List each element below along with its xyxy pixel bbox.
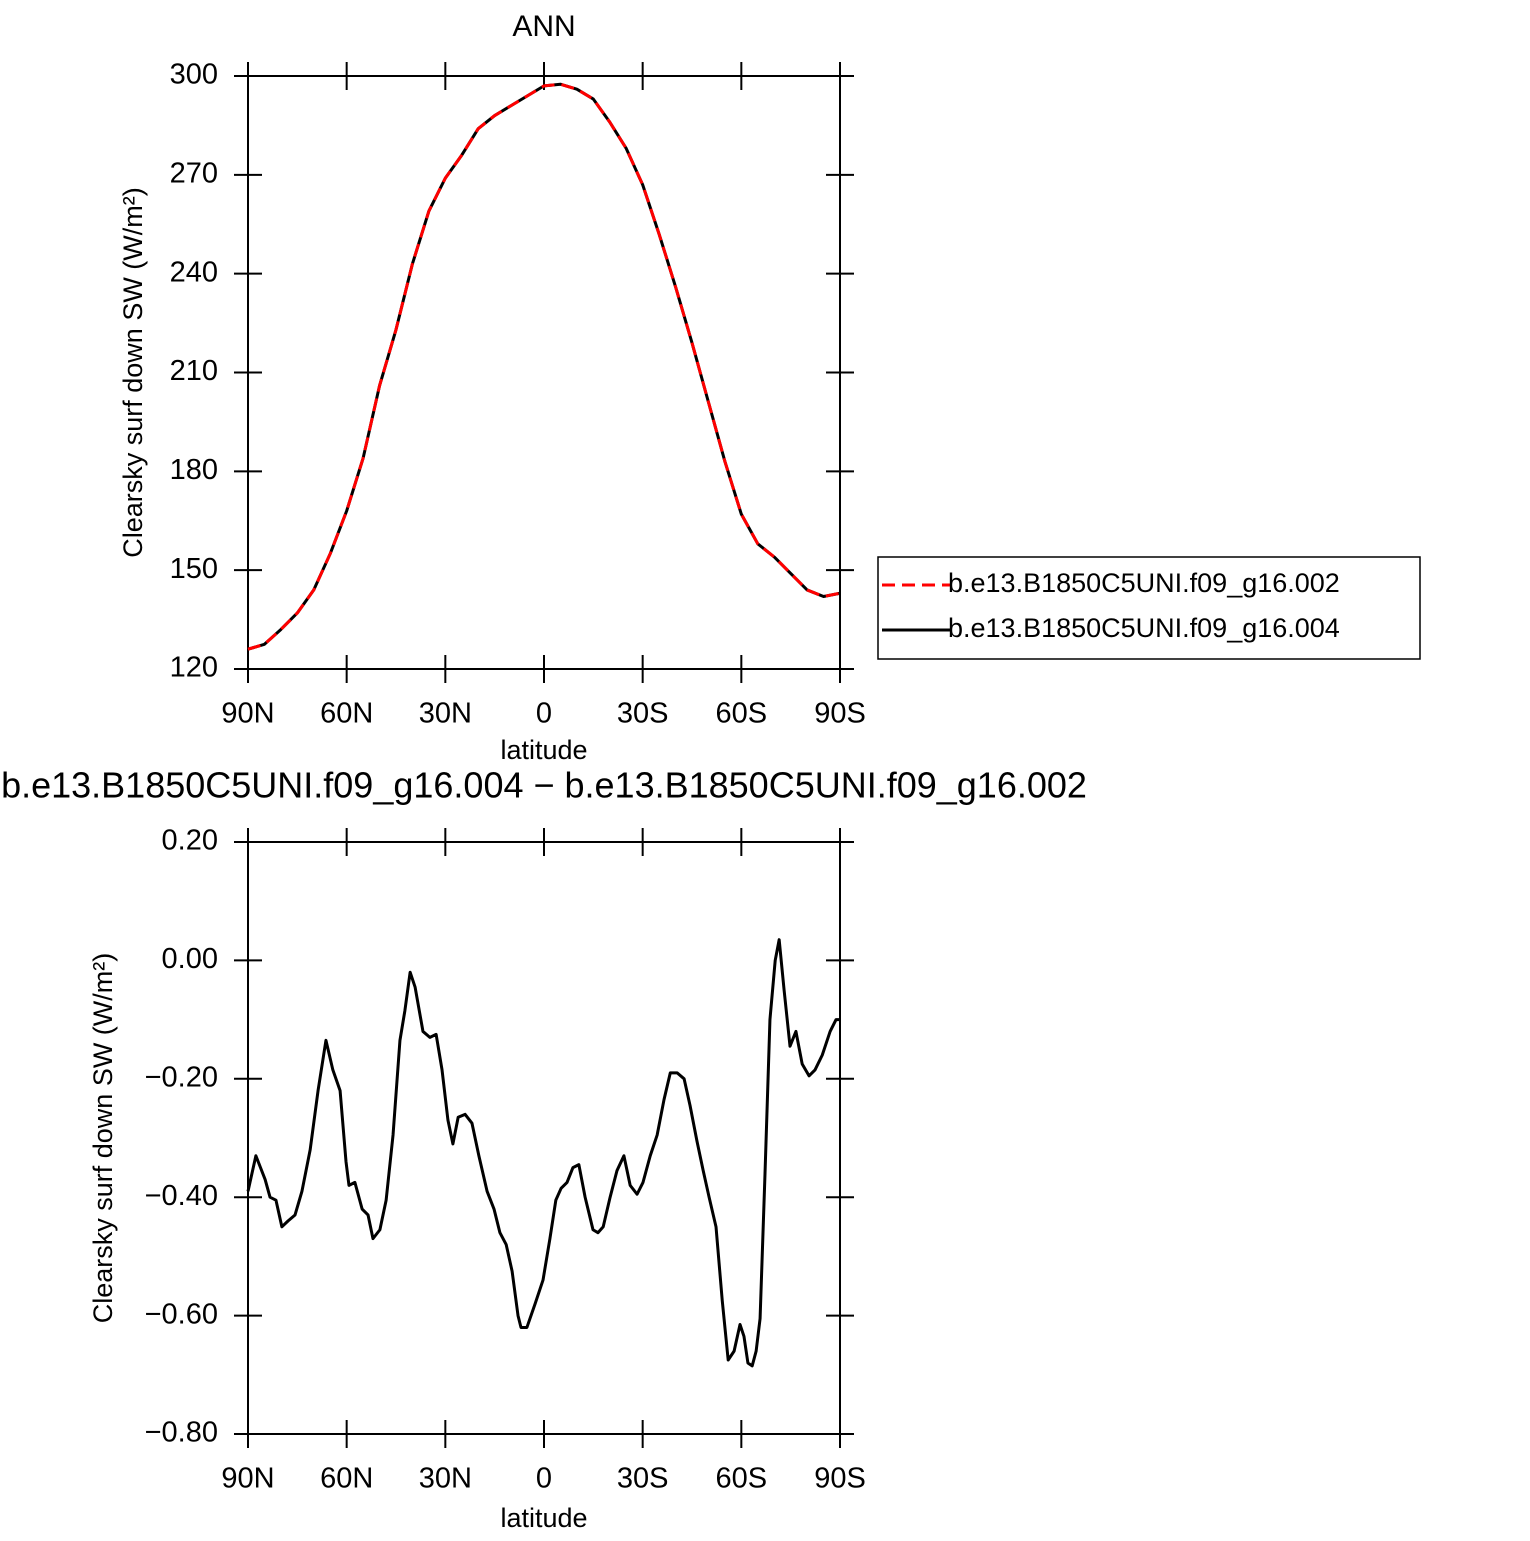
y-tick-label: 0.20 [162,825,218,857]
x-tick-label: 0 [536,1463,552,1495]
x-tick-label: 30S [617,1463,669,1495]
chart-title: ANN [512,10,575,43]
legend-label: b.e13.B1850C5UNI.f09_g16.004 [948,613,1340,643]
series-line [246,938,840,1368]
plot-frame [247,75,841,670]
y-tick-label: 180 [170,454,218,486]
x-tick-label: 90S [814,1463,866,1495]
x-tick-label: 90S [814,698,866,730]
x-tick-label: 60S [716,1463,768,1495]
y-tick-label: −0.60 [145,1298,218,1330]
y-axis-label: Clearsky surf down SW (W/m²) [88,953,118,1324]
y-tick-label: 300 [170,59,218,91]
x-tick-label: 60S [716,698,768,730]
x-axis-label: latitude [500,735,587,765]
legend-box [877,556,1421,660]
x-tick-label: 60N [320,698,373,730]
y-tick-label: 0.00 [162,943,218,975]
x-tick-label: 30N [419,698,472,730]
series-line [247,82,841,651]
y-tick-label: −0.40 [145,1180,218,1212]
series-line [247,82,841,651]
x-axis-label: latitude [500,1503,587,1533]
y-tick-label: −0.80 [145,1417,218,1449]
x-tick-label: 30S [617,698,669,730]
x-tick-label: 60N [320,1463,373,1495]
y-tick-label: 150 [170,553,218,585]
legend-label: b.e13.B1850C5UNI.f09_g16.002 [948,568,1340,598]
y-tick-label: 120 [170,652,218,684]
x-tick-label: 30N [419,1463,472,1495]
y-tick-label: −0.20 [145,1061,218,1093]
plot-frame [247,841,841,1435]
x-tick-label: 90N [221,698,274,730]
y-tick-label: 210 [170,355,218,387]
chart-title: b.e13.B1850C5UNI.f09_g16.004 − b.e13.B18… [1,765,1087,806]
y-axis-label: Clearsky surf down SW (W/m²) [118,187,148,558]
x-tick-label: 0 [536,698,552,730]
x-tick-label: 90N [221,1463,274,1495]
y-tick-label: 270 [170,157,218,189]
y-tick-label: 240 [170,256,218,288]
